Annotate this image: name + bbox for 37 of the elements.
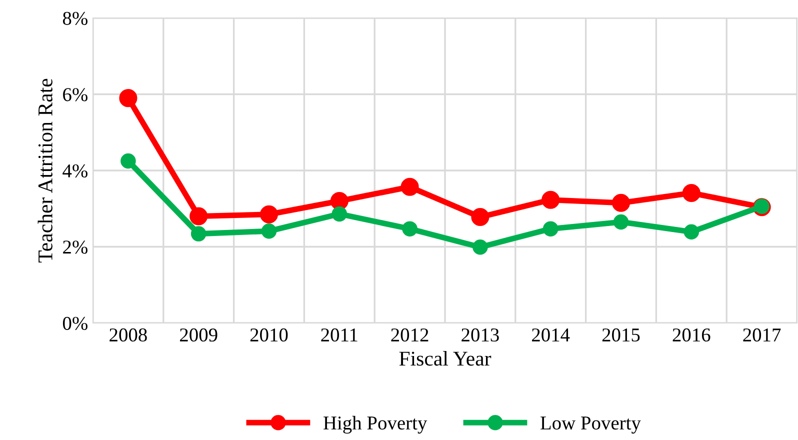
x-tick-label: 2008 <box>110 328 147 342</box>
y-tick-label: 4% <box>62 164 88 178</box>
legend-label: High Poverty <box>324 416 428 434</box>
y-tick-label: 0% <box>62 316 88 330</box>
point <box>400 178 419 196</box>
point <box>542 190 560 209</box>
x-tick-label: 2014 <box>532 328 570 342</box>
point <box>472 239 488 255</box>
point <box>332 206 348 222</box>
x-tick-label: 2015 <box>602 328 640 342</box>
legend-label: Low Poverty <box>540 416 641 434</box>
point <box>119 89 138 108</box>
x-tick-label: 2011 <box>321 328 358 342</box>
x-tick-label: 2013 <box>462 328 499 342</box>
point <box>471 208 490 226</box>
point <box>260 205 278 224</box>
y-tick-label: 8% <box>62 12 88 25</box>
point <box>402 221 418 236</box>
y-axis-title: Teacher Attrition Rate <box>38 78 52 263</box>
x-tick-label: 2017 <box>743 328 781 342</box>
point <box>542 221 558 236</box>
x-axis-title: Fiscal Year <box>399 351 492 366</box>
point <box>613 214 629 230</box>
point <box>682 184 700 202</box>
point <box>190 226 206 242</box>
x-tick-label: 2012 <box>391 328 428 342</box>
y-tick-label: 2% <box>63 240 88 254</box>
point <box>330 192 348 210</box>
x-tick-label: 2010 <box>250 328 288 342</box>
point <box>684 224 700 240</box>
point <box>120 153 136 169</box>
point <box>612 194 630 212</box>
point <box>261 223 277 239</box>
y-tick-label: 6% <box>63 88 88 102</box>
x-tick-label: 2016 <box>672 328 710 342</box>
point <box>190 207 208 226</box>
x-tick-label: 2009 <box>180 328 218 342</box>
